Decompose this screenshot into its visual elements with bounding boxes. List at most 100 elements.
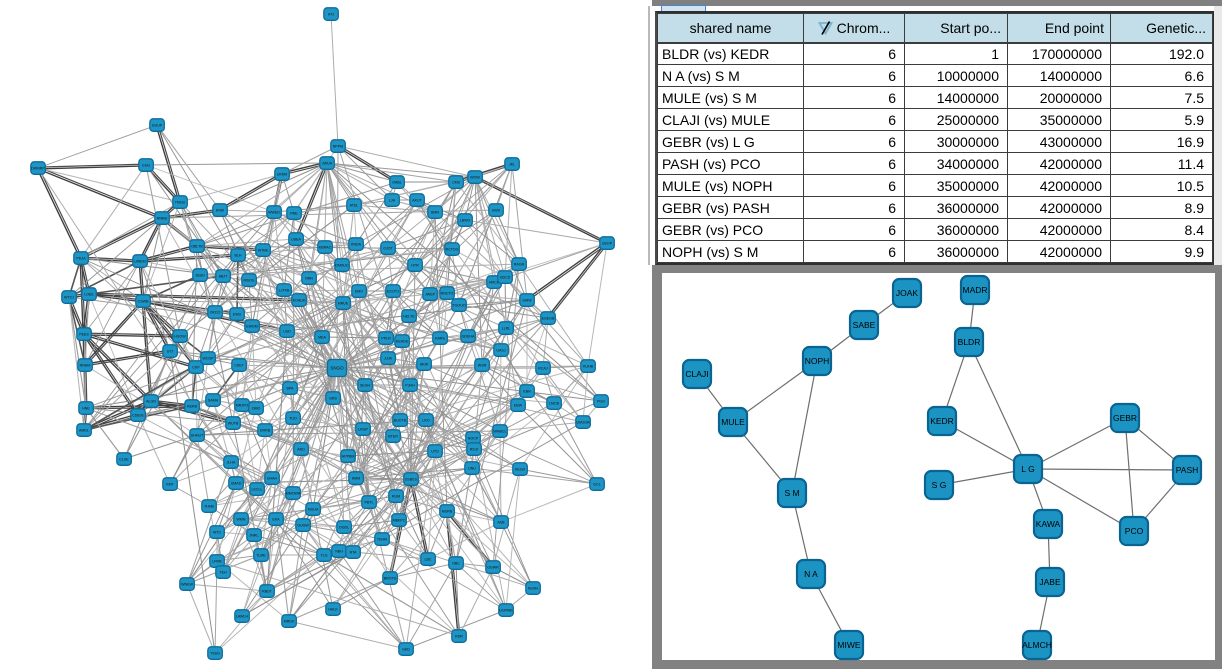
svg-text:EWGM: EWGM [246, 324, 258, 328]
svg-text:THHB: THHB [204, 504, 214, 508]
svg-text:HELTE: HELTE [403, 314, 415, 318]
svg-text:WTC: WTC [213, 530, 222, 534]
svg-text:JJJA: JJJA [384, 356, 392, 360]
svg-text:WNEW: WNEW [181, 582, 193, 586]
svg-text:RNE: RNE [290, 211, 298, 215]
svg-text:EMO: EMO [355, 289, 363, 293]
svg-text:JLHA: JLHA [227, 460, 236, 464]
svg-text:PGG: PGG [597, 399, 605, 403]
svg-text:PDJA: PDJA [76, 256, 86, 260]
svg-text:GUUP: GUUP [152, 123, 163, 127]
svg-text:SWD: SWD [492, 208, 501, 212]
svg-text:UASJ: UASJ [496, 348, 505, 352]
svg-text:ALGN: ALGN [146, 399, 156, 403]
svg-text:JOAK: JOAK [896, 288, 919, 298]
svg-text:KEDR: KEDR [930, 416, 954, 426]
svg-text:LKCLL: LKCLL [252, 487, 263, 491]
svg-text:SABE: SABE [853, 320, 876, 330]
svg-text:NLMH: NLMH [528, 586, 539, 590]
svg-text:LJH: LJH [389, 198, 396, 202]
svg-text:GDEHA: GDEHA [462, 334, 475, 338]
svg-text:LWUGR: LWUGR [576, 420, 590, 424]
svg-text:AKW: AKW [420, 362, 429, 366]
svg-text:CLSE: CLSE [119, 457, 129, 461]
svg-text:WNBCL: WNBCL [494, 429, 507, 433]
svg-text:MURB: MURB [442, 509, 453, 513]
svg-text:RNCTO: RNCTO [441, 291, 454, 295]
svg-text:ALMCH: ALMCH [1022, 640, 1052, 650]
svg-text:HTR: HTR [411, 263, 419, 267]
svg-text:JABE: JABE [1039, 577, 1061, 587]
svg-text:N A: N A [804, 569, 818, 579]
svg-text:OABL: OABL [392, 180, 402, 184]
svg-text:WTCJ: WTCJ [64, 295, 74, 299]
svg-text:RSJJ: RSJJ [470, 447, 479, 451]
svg-text:KNW: KNW [216, 208, 225, 212]
svg-text:LMCB: LMCB [549, 401, 560, 405]
svg-text:HSOW: HSOW [174, 334, 186, 338]
svg-text:KARS: KARS [435, 336, 445, 340]
svg-text:RUM: RUM [392, 494, 400, 498]
svg-text:BMN: BMN [431, 210, 439, 214]
svg-text:KNDA: KNDA [351, 242, 362, 246]
svg-text:MRJPO: MRJPO [236, 403, 249, 407]
svg-text:UEOP: UEOP [602, 241, 613, 245]
svg-text:OGDL: OGDL [339, 525, 349, 529]
svg-text:GMW: GMW [522, 298, 532, 302]
svg-text:CKP: CKP [192, 365, 200, 369]
svg-text:KEHDE: KEHDE [396, 339, 409, 343]
svg-text:RAGR: RAGR [514, 262, 525, 266]
svg-text:MMOWA: MMOWA [286, 491, 301, 495]
svg-text:S M: S M [784, 488, 799, 498]
svg-text:OJOT: OJOT [383, 246, 393, 250]
svg-text:WWED: WWED [268, 210, 280, 214]
svg-text:SEGH: SEGH [360, 383, 371, 387]
svg-text:TUO: TUO [289, 416, 297, 420]
svg-text:LOEE: LOEE [84, 292, 94, 296]
svg-text:SSBES: SSBES [405, 477, 418, 481]
svg-text:LJTKB: LJTKB [279, 288, 290, 292]
svg-text:GRS: GRS [329, 396, 337, 400]
svg-text:JKL: JKL [509, 162, 515, 166]
svg-text:USEA: USEA [291, 237, 301, 241]
svg-text:UHHUT: UHHUT [191, 433, 204, 437]
svg-text:WSR: WSR [478, 363, 487, 367]
svg-text:JWEP: JWEP [425, 292, 436, 296]
svg-text:UHAH: UHAH [267, 476, 278, 480]
svg-text:DMSUC: DMSUC [335, 263, 349, 267]
svg-text:NPPM: NPPM [333, 144, 343, 148]
svg-text:UTD: UTD [431, 449, 439, 453]
svg-text:LBWO: LBWO [460, 218, 471, 222]
svg-text:KOAUK: KOAUK [293, 298, 306, 302]
svg-text:MULE: MULE [721, 417, 745, 427]
svg-text:TEH: TEH [219, 570, 227, 574]
svg-text:BROTD: BROTD [384, 576, 397, 580]
svg-text:ATEL: ATEL [350, 203, 359, 207]
svg-text:OKCO: OKCO [210, 310, 221, 314]
svg-text:SAMH: SAMH [208, 398, 219, 402]
svg-text:UMAD: UMAD [231, 481, 242, 485]
svg-text:MUUA: MUUA [308, 507, 319, 511]
svg-text:RBDT: RBDT [262, 589, 273, 593]
svg-text:NBH: NBH [335, 549, 343, 553]
svg-text:RTA: RTA [350, 550, 357, 554]
svg-text:UWEM: UWEM [134, 259, 145, 263]
svg-text:WUTB: WUTB [228, 421, 239, 425]
svg-text:LBC: LBC [425, 557, 432, 561]
svg-text:WOW: WOW [470, 175, 480, 179]
svg-text:DRRB: DRRB [260, 428, 271, 432]
svg-text:JEBO: JEBO [195, 273, 205, 277]
svg-text:TEHM: TEHM [377, 537, 387, 541]
svg-text:TSSG: TSSG [210, 651, 220, 655]
svg-text:WTBK: WTBK [258, 248, 269, 252]
svg-text:RNMU: RNMU [157, 216, 168, 220]
svg-text:OBC: OBC [452, 561, 460, 565]
svg-text:UKNR: UKNR [277, 172, 288, 176]
svg-text:KMT: KMT [166, 482, 174, 486]
svg-text:UUD: UUD [283, 329, 291, 333]
svg-text:HHLK: HHLK [328, 607, 338, 611]
svg-text:EBN: EBN [523, 389, 531, 393]
svg-text:CSWB: CSWB [138, 299, 149, 303]
svg-text:RCAJ: RCAJ [538, 366, 548, 370]
svg-text:EBW: EBW [514, 403, 523, 407]
